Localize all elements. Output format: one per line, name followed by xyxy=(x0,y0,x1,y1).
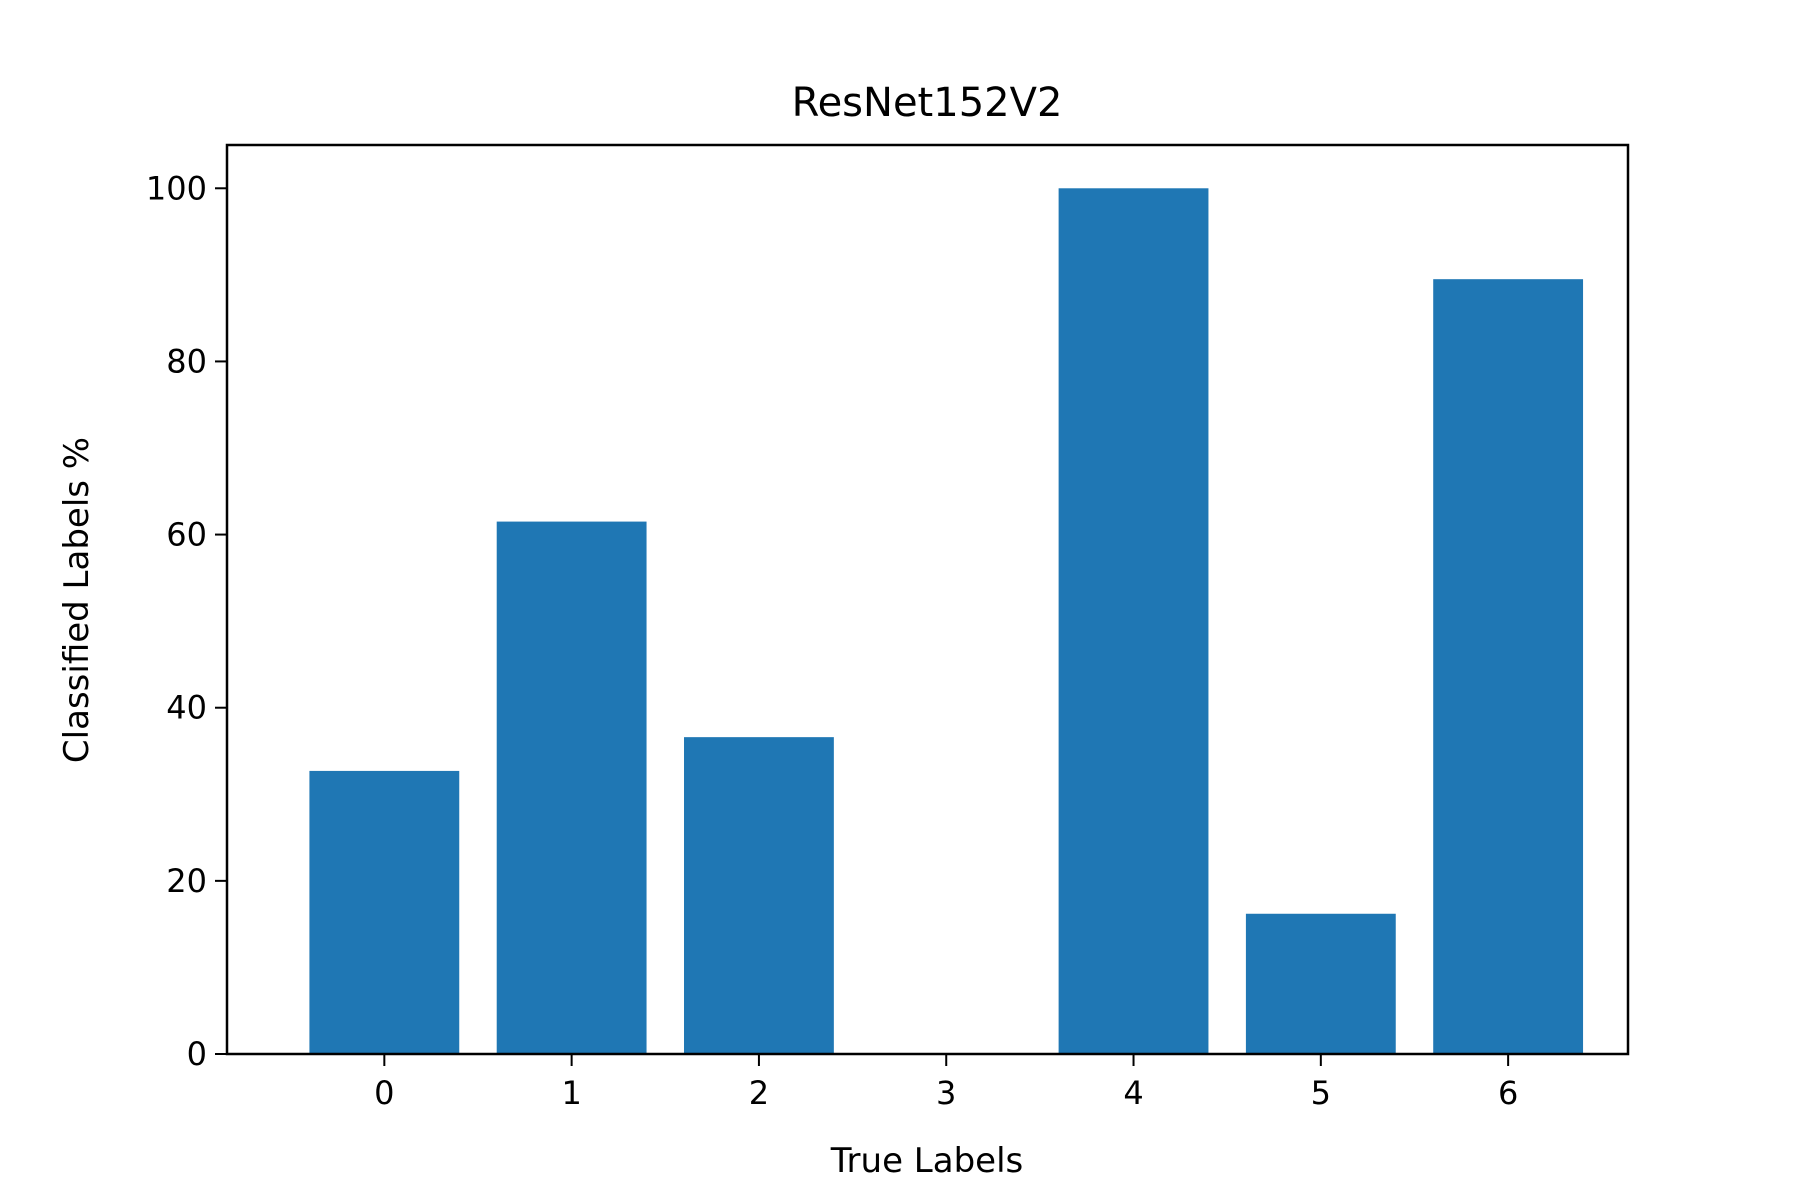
y-tick-label-80: 80 xyxy=(166,342,207,380)
chart-title: ResNet152V2 xyxy=(792,80,1063,126)
bar-5 xyxy=(1245,913,1396,1054)
x-tick-label-4: 4 xyxy=(1123,1074,1143,1112)
x-tick-label-3: 3 xyxy=(936,1074,956,1112)
x-tick-label-0: 0 xyxy=(374,1074,394,1112)
x-tick-label-6: 6 xyxy=(1498,1074,1518,1112)
y-axis-label: Classified Labels % xyxy=(57,437,97,763)
y-tick-label-20: 20 xyxy=(166,862,207,900)
plot-frame xyxy=(225,143,1630,1056)
y-tick-label-60: 60 xyxy=(166,516,207,554)
x-tick-label-5: 5 xyxy=(1311,1074,1331,1112)
bar-0 xyxy=(309,770,460,1054)
y-tick-label-40: 40 xyxy=(166,689,207,727)
bar-6 xyxy=(1433,279,1584,1055)
y-tick-label-0: 0 xyxy=(187,1035,207,1073)
bars-group xyxy=(309,188,1584,1055)
bar-1 xyxy=(496,521,647,1054)
x-tick-label-2: 2 xyxy=(749,1074,769,1112)
bar-4 xyxy=(1058,188,1209,1055)
x-axis-label: True Labels xyxy=(830,1141,1023,1181)
y-tick-label-100: 100 xyxy=(146,169,207,207)
x-axis-ticks: 0 1 2 3 4 5 6 xyxy=(374,1054,1518,1112)
bar-2 xyxy=(684,737,834,1054)
y-axis-ticks: 0 20 40 60 80 100 xyxy=(146,169,227,1073)
x-tick-label-1: 1 xyxy=(561,1074,581,1112)
